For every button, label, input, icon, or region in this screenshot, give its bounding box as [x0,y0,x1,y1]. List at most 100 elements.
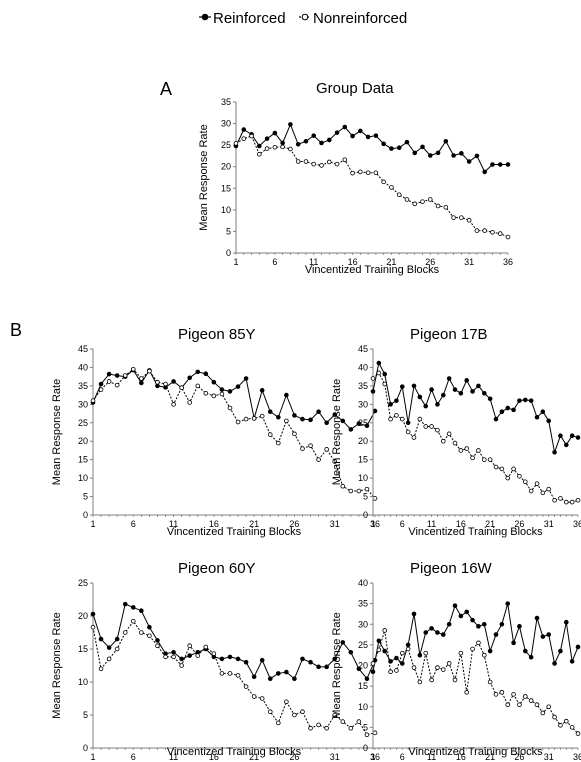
data-point-reinforced [106,371,112,377]
data-point-reinforced [470,389,475,394]
data-point-reinforced [505,405,511,411]
x-tick-label: 6 [400,752,405,762]
y-tick-label: 35 [358,381,368,391]
x-tick-label: 11 [427,519,436,529]
data-point-reinforced [388,402,393,407]
data-point-nonreinforced [334,161,340,167]
chart-title: Pigeon 16W [410,560,493,577]
data-point-reinforced [155,638,160,643]
data-point-reinforced [405,420,411,426]
data-point-nonreinforced [326,159,332,165]
data-point-nonreinforced [211,393,217,399]
data-point-reinforced [319,140,324,146]
y-tick-label: 25 [358,418,368,428]
data-point-nonreinforced [155,643,160,648]
data-point-nonreinforced [404,197,410,202]
data-point-reinforced [399,384,405,389]
data-point-reinforced [356,421,362,426]
data-point-nonreinforced [219,391,225,397]
x-tick-label: 36 [573,519,581,529]
data-point-nonreinforced [267,432,273,437]
data-point-reinforced [423,630,429,635]
data-point-reinforced [575,644,581,650]
data-point-reinforced [459,151,464,156]
data-point-nonreinforced [569,725,575,730]
data-point-nonreinforced [195,383,201,389]
data-point-nonreinforced [235,419,241,425]
data-point-reinforced [308,659,313,665]
data-point-nonreinforced [487,457,493,462]
y-tick-label: 35 [78,381,88,391]
data-point-nonreinforced [292,431,297,437]
data-point-reinforced [443,138,449,144]
data-point-nonreinforced [388,669,393,674]
data-point-reinforced [490,162,495,167]
data-point-nonreinforced [342,157,348,163]
data-point-nonreinforced [114,382,120,388]
data-point-nonreinforced [90,398,96,403]
data-point-reinforced [259,657,265,663]
data-point-reinforced [552,661,557,666]
data-point-nonreinforced [452,677,458,683]
data-point-reinforced [187,375,192,381]
data-point-reinforced [370,669,376,674]
data-point-nonreinforced [451,215,456,220]
data-point-nonreinforced [474,228,480,233]
data-point-nonreinforced [452,440,458,446]
x-tick-label: 11 [169,519,178,529]
data-point-reinforced [259,388,265,393]
legend-item-reinforced: Reinforced [199,10,286,27]
x-tick-label: 16 [209,519,219,529]
data-point-reinforced [497,162,503,167]
data-point-nonreinforced [399,650,405,656]
data-point-reinforced [324,664,329,670]
data-point-nonreinforced [376,370,382,376]
y-tick-label: 30 [221,119,231,129]
data-point-nonreinforced [187,643,192,648]
data-point-nonreinforced [540,490,546,496]
y-tick-label: 0 [363,510,368,520]
chart-title: Pigeon 17B [410,326,488,343]
data-point-reinforced [474,153,480,159]
data-point-reinforced [284,669,289,675]
data-point-nonreinforced [446,661,452,666]
data-point-nonreinforced [429,677,434,683]
data-point-reinforced [342,124,348,130]
data-point-nonreinforced [139,630,144,635]
data-point-reinforced [358,128,363,134]
data-point-nonreinforced [511,466,516,472]
y-tick-label: 30 [358,399,368,409]
data-point-reinforced [505,162,511,167]
series-line-nonreinforced [235,135,509,238]
data-point-nonreinforced [446,431,452,437]
x-tick-label: 1 [370,752,375,762]
data-point-nonreinforced [365,170,371,176]
data-point-reinforced [364,676,370,681]
y-tick-label: 20 [358,436,368,446]
x-tick-label: 31 [544,752,554,762]
data-point-reinforced [243,376,249,381]
data-point-reinforced [558,648,563,654]
data-point-reinforced [417,394,423,400]
data-point-nonreinforced [558,723,563,728]
y-tick-label: 45 [78,344,88,354]
x-tick-label: 16 [456,752,466,762]
data-point-nonreinforced [324,447,329,452]
data-point-nonreinforced [476,448,481,453]
data-point-reinforced [370,389,376,394]
x-tick-label: 21 [249,519,259,529]
y-tick-label: 25 [358,640,368,650]
data-point-reinforced [300,416,305,422]
data-point-reinforced [412,150,418,156]
data-point-nonreinforced [171,654,176,660]
data-point-nonreinforced [130,618,136,624]
data-point-reinforced [332,412,338,417]
data-point-reinforced [311,133,317,138]
data-point-reinforced [452,387,458,392]
data-point-reinforced [295,141,301,147]
data-point-nonreinforced [405,429,411,435]
data-point-reinforced [466,159,472,164]
y-tick-label: 30 [78,399,88,409]
data-point-reinforced [429,626,434,631]
